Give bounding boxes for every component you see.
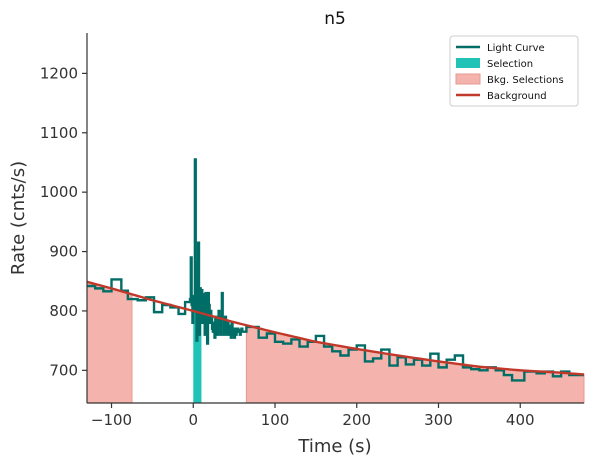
legend-frame xyxy=(449,35,579,107)
x-tick-label: 200 xyxy=(342,411,371,429)
legend: Light Curve Selection Bkg. Selections Backg… xyxy=(449,35,579,107)
legend-label: Selection xyxy=(487,59,533,70)
axes xyxy=(86,33,584,404)
legend-label: Background xyxy=(487,91,547,102)
x-tick-label: −100 xyxy=(91,411,132,429)
legend-label: Bkg. Selections xyxy=(487,75,564,86)
y-tick-label: 1200 xyxy=(40,64,78,82)
x-tick-label: 300 xyxy=(424,411,453,429)
y-tick-label: 700 xyxy=(49,361,78,379)
x-tick-label: 400 xyxy=(506,411,535,429)
background-fit-layer xyxy=(86,280,585,376)
y-tick-label: 1000 xyxy=(40,183,78,201)
legend-label: Light Curve xyxy=(487,43,545,54)
y-ticks: 700 800 900 1000 1100 1200 xyxy=(40,64,87,379)
x-axis-label: Time (s) xyxy=(297,436,371,457)
legend-swatch-patch xyxy=(455,73,481,85)
x-ticks: −100 0 100 200 300 400 xyxy=(91,403,535,429)
bkg-selection-region-1 xyxy=(86,281,133,404)
y-tick-label: 900 xyxy=(49,243,78,261)
legend-swatch-patch xyxy=(456,58,480,68)
bkg-selection-layer xyxy=(86,281,585,404)
y-tick-label: 1100 xyxy=(40,124,78,142)
x-tick-label: 0 xyxy=(188,411,198,429)
light-curve-layer xyxy=(87,158,584,382)
background-fit-line xyxy=(86,280,585,376)
chart-title: n5 xyxy=(324,9,346,29)
light-curve-line xyxy=(87,158,584,382)
y-axis-label: Rate (cnts/s) xyxy=(8,161,29,275)
x-tick-label: 100 xyxy=(261,411,290,429)
y-tick-label: 800 xyxy=(49,302,78,320)
